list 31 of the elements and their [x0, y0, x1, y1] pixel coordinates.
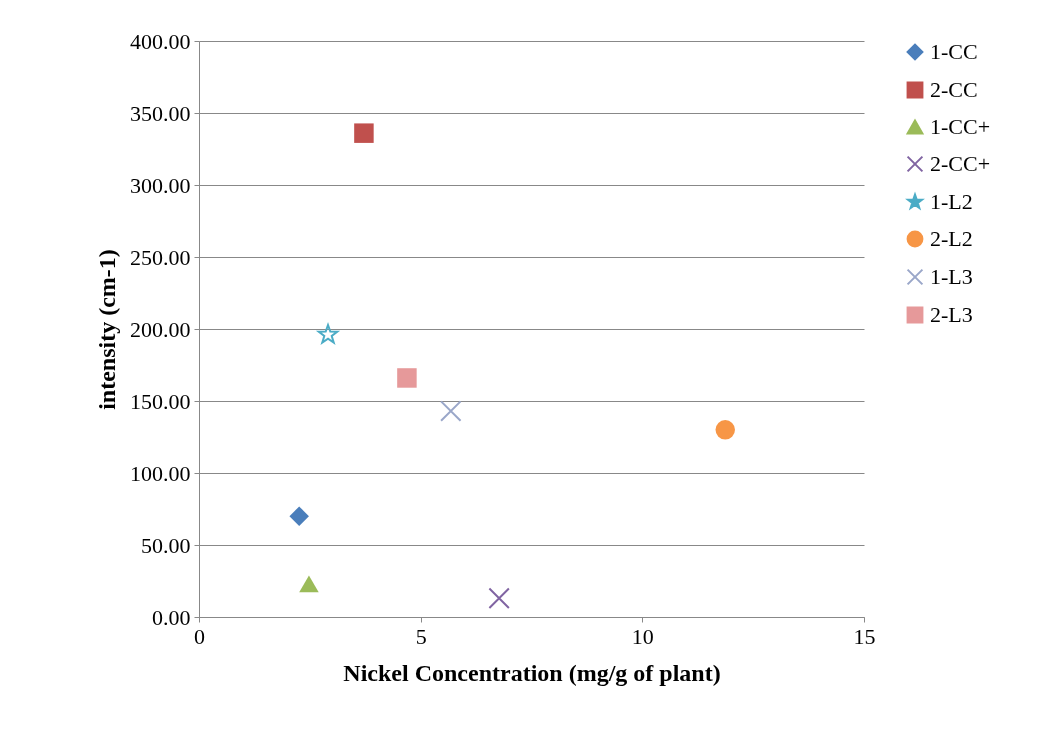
point: [289, 506, 309, 526]
x-axis-title: Nickel Concentration (mg/g of plant): [343, 659, 721, 686]
y-tick-label: 300.00: [130, 172, 191, 198]
x-tick-label: 0: [194, 623, 205, 649]
point: [397, 368, 417, 388]
point: [299, 575, 319, 593]
legend-label: 2-CC+: [930, 151, 991, 176]
y-tick-label: 100.00: [130, 460, 191, 486]
y-axis-title: intensity (cm-1): [94, 249, 120, 410]
y-tick-label: 250.00: [130, 244, 191, 270]
x-tick-label: 10: [631, 623, 654, 649]
legend-label: 1-L2: [930, 189, 973, 214]
x-tick-label: 5: [415, 623, 427, 649]
legend-label: 1-L3: [930, 264, 973, 289]
point: [317, 324, 339, 344]
y-tick-label: 150.00: [130, 388, 191, 414]
point: [715, 420, 735, 440]
y-tick-label: 0.00: [152, 604, 191, 630]
y-tick-label: 400.00: [130, 28, 191, 54]
legend-label: 1-CC+: [930, 114, 991, 139]
point: [354, 123, 374, 143]
legend-label: 2-L3: [930, 302, 973, 327]
legend-label: 2-L2: [930, 226, 973, 251]
x-tick-label: 15: [853, 623, 876, 649]
y-tick-label: 200.00: [130, 316, 191, 342]
legend-label: 1-CC: [930, 39, 978, 64]
y-tick-label: 350.00: [130, 100, 191, 126]
point: [440, 400, 462, 422]
y-tick-label: 50.00: [141, 532, 191, 558]
legend-label: 2-CC: [930, 77, 978, 102]
point: [488, 587, 510, 610]
